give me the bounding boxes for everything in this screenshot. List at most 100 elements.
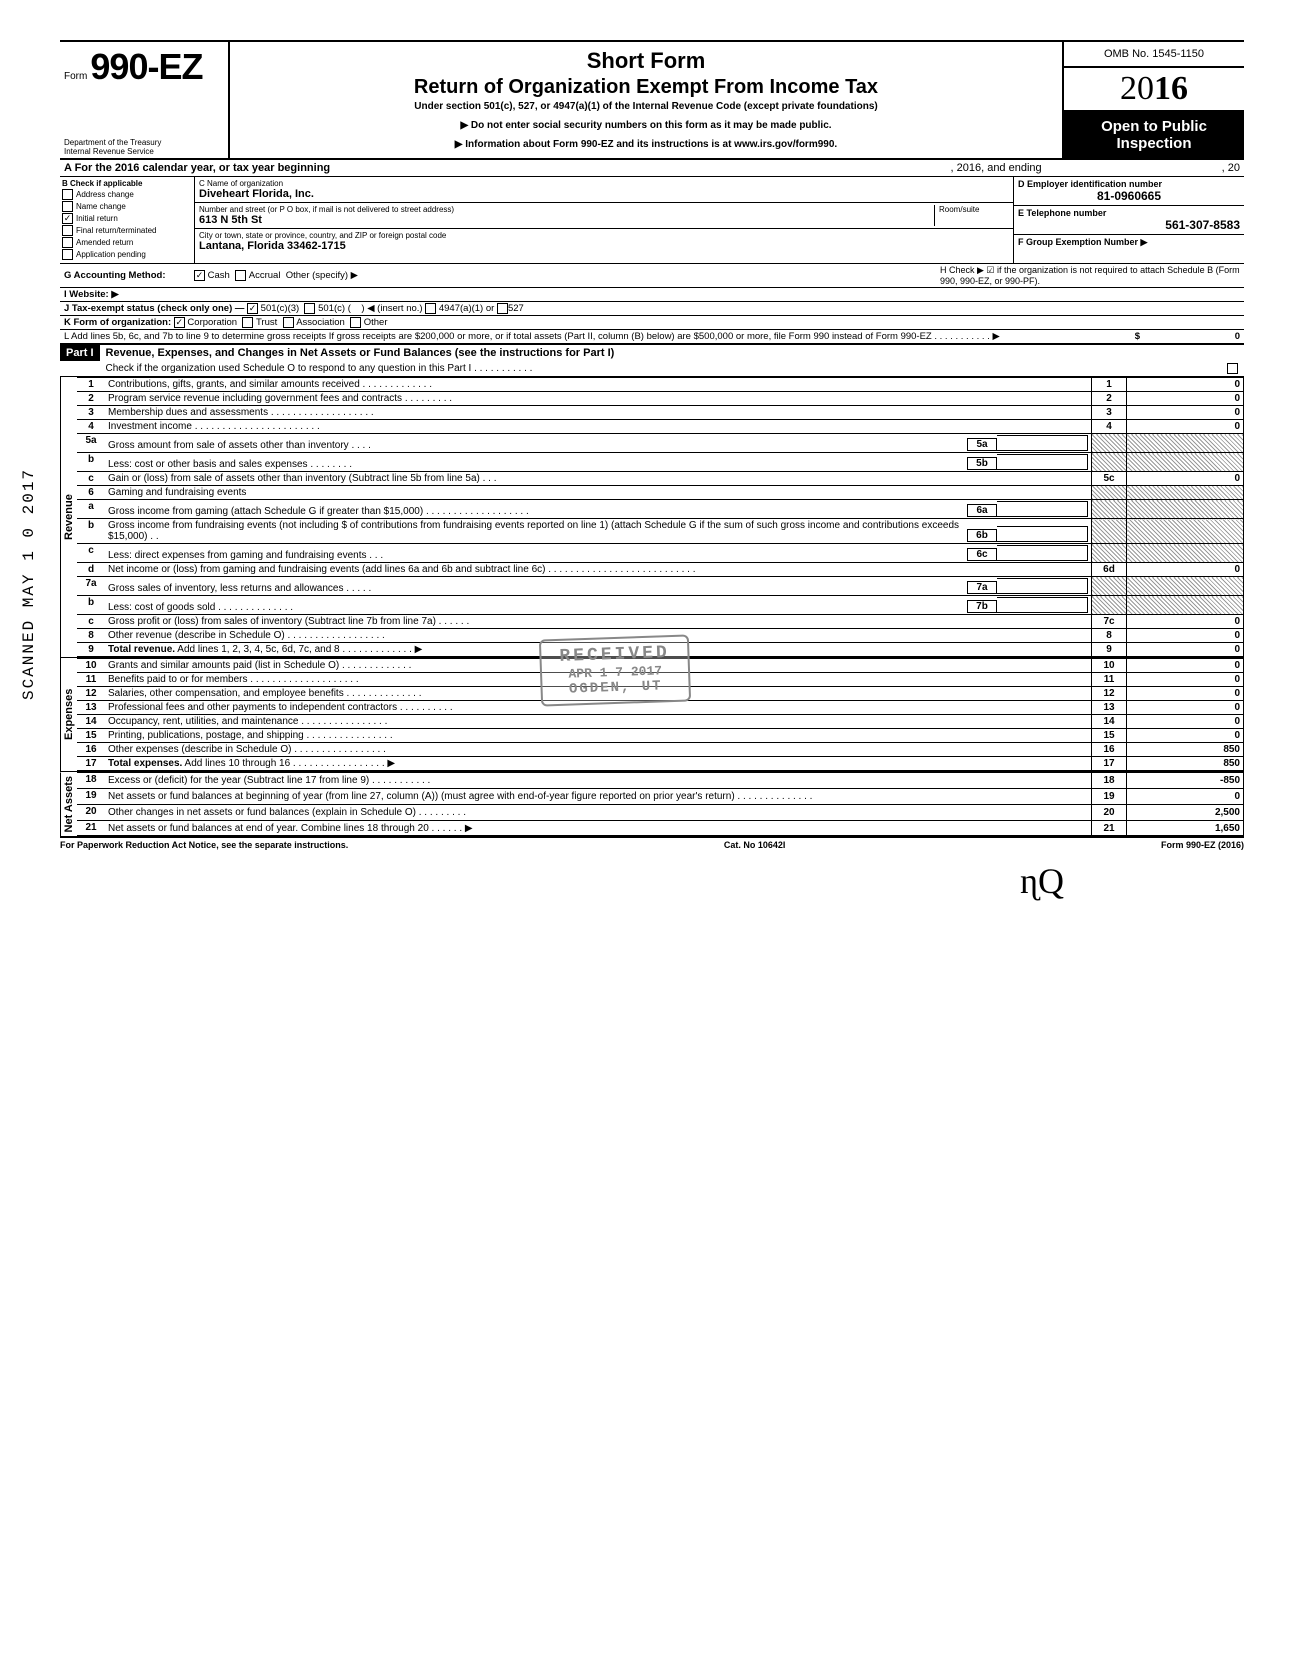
line-ref: 4 xyxy=(1092,420,1127,434)
sub-label: 5a xyxy=(967,438,997,451)
k1-cb[interactable]: ✓ xyxy=(174,317,185,328)
line-desc: Gross income from fundraising events (no… xyxy=(105,519,1092,544)
j1-cb[interactable]: ✓ xyxy=(247,303,258,314)
line-number: 7a xyxy=(77,577,105,596)
netassets-side-label: Net Assets xyxy=(60,772,77,836)
j-label: J Tax-exempt status (check only one) — xyxy=(64,303,244,314)
table-row: 7aGross sales of inventory, less returns… xyxy=(77,577,1244,596)
line-number: 5a xyxy=(77,434,105,453)
col-d: D Employer identification number 81-0960… xyxy=(1014,177,1244,263)
year-bold: 16 xyxy=(1154,70,1188,107)
sub-amount-box[interactable] xyxy=(997,435,1088,451)
line-number: 9 xyxy=(77,643,105,657)
colb-label: Application pending xyxy=(76,250,146,259)
line-number: 6 xyxy=(77,486,105,500)
table-row: 5aGross amount from sale of assets other… xyxy=(77,434,1244,453)
accrual-checkbox[interactable] xyxy=(235,270,246,281)
line-amount: 0 xyxy=(1127,378,1244,392)
j2-label: 501(c) ( xyxy=(318,303,351,314)
g-label: G Accounting Method: xyxy=(64,270,194,281)
line-number: c xyxy=(77,472,105,486)
shaded-cell xyxy=(1092,519,1127,544)
city-label: City or town, state or province, country… xyxy=(199,231,1009,240)
table-row: 20Other changes in net assets or fund ba… xyxy=(77,804,1244,820)
i-label: I Website: ▶ xyxy=(64,289,119,300)
sub-amount-box[interactable] xyxy=(997,454,1088,470)
k3-cb[interactable] xyxy=(283,317,294,328)
other-label: Other (specify) ▶ xyxy=(286,270,358,281)
h-text: H Check ▶ ☑ if the organization is not r… xyxy=(940,265,1240,286)
line-amount: 0 xyxy=(1127,673,1244,687)
revenue-side-label: Revenue xyxy=(60,377,77,657)
line-ref: 9 xyxy=(1092,643,1127,657)
colb-checkbox[interactable] xyxy=(62,237,73,248)
line-number: 1 xyxy=(77,378,105,392)
shaded-cell xyxy=(1127,453,1244,472)
sub-label: 7b xyxy=(967,600,997,613)
sub-amount-box[interactable] xyxy=(997,545,1088,561)
colb-checkbox[interactable]: ✓ xyxy=(62,213,73,224)
k4-cb[interactable] xyxy=(350,317,361,328)
line-amount: 0 xyxy=(1127,643,1244,657)
line-desc: Gross amount from sale of assets other t… xyxy=(105,434,1092,453)
line-ref: 17 xyxy=(1092,757,1127,771)
table-row: 17Total expenses. Add lines 10 through 1… xyxy=(77,757,1244,771)
expenses-section: Expenses 10Grants and similar amounts pa… xyxy=(60,658,1244,772)
line-number: 18 xyxy=(77,773,105,789)
table-row: 1Contributions, gifts, grants, and simil… xyxy=(77,378,1244,392)
j4-cb[interactable] xyxy=(497,303,508,314)
table-row: aGross income from gaming (attach Schedu… xyxy=(77,500,1244,519)
subtitle: Under section 501(c), 527, or 4947(a)(1)… xyxy=(236,101,1056,112)
j3-label: 4947(a)(1) or xyxy=(439,303,494,314)
d-label: D Employer identification number xyxy=(1018,179,1240,189)
e-label: E Telephone number xyxy=(1018,208,1240,218)
line-desc: Other changes in net assets or fund bala… xyxy=(105,804,1092,820)
table-row: 13Professional fees and other payments t… xyxy=(77,701,1244,715)
line-desc: Membership dues and assessments . . . . … xyxy=(105,406,1092,420)
footer-right: Form 990-EZ (2016) xyxy=(1161,840,1244,850)
table-row: cGross profit or (loss) from sales of in… xyxy=(77,615,1244,629)
line-desc: Net assets or fund balances at beginning… xyxy=(105,788,1092,804)
l-amt: 0 xyxy=(1140,331,1240,342)
k4-label: Other xyxy=(364,317,388,328)
table-row: dNet income or (loss) from gaming and fu… xyxy=(77,563,1244,577)
table-row: 8Other revenue (describe in Schedule O) … xyxy=(77,629,1244,643)
shaded-cell xyxy=(1092,596,1127,615)
short-form-title: Short Form xyxy=(236,48,1056,74)
sub-amount-box[interactable] xyxy=(997,578,1088,594)
shaded-cell xyxy=(1092,544,1127,563)
colb-checkbox[interactable] xyxy=(62,249,73,260)
colb-checkbox[interactable] xyxy=(62,225,73,236)
col-b-heading: B Check if applicable xyxy=(62,179,192,188)
shaded-cell xyxy=(1127,544,1244,563)
line-amount: 0 xyxy=(1127,563,1244,577)
form-header: Form 990-EZ Department of the Treasury I… xyxy=(60,40,1244,160)
line-number: 13 xyxy=(77,701,105,715)
colb-checkbox[interactable] xyxy=(62,189,73,200)
cash-checkbox[interactable]: ✓ xyxy=(194,270,205,281)
line-ref: 5c xyxy=(1092,472,1127,486)
form-prefix: Form xyxy=(64,71,87,82)
k2-cb[interactable] xyxy=(242,317,253,328)
sub-amount-box[interactable] xyxy=(997,526,1088,542)
sub-amount-box[interactable] xyxy=(997,597,1088,613)
shaded-cell xyxy=(1127,519,1244,544)
j3-cb[interactable] xyxy=(425,303,436,314)
table-row: 12Salaries, other compensation, and empl… xyxy=(77,687,1244,701)
row-a-label: A For the 2016 calendar year, or tax yea… xyxy=(64,162,330,174)
table-row: 11Benefits paid to or for members . . . … xyxy=(77,673,1244,687)
shaded-cell xyxy=(1092,577,1127,596)
table-row: bLess: cost of goods sold . . . . . . . … xyxy=(77,596,1244,615)
sub-amount-box[interactable] xyxy=(997,501,1088,517)
part1-checkbox[interactable] xyxy=(1227,363,1238,374)
j1-label: 501(c)(3) xyxy=(261,303,300,314)
shaded-cell xyxy=(1127,486,1244,500)
colb-checkbox[interactable] xyxy=(62,201,73,212)
shaded-cell xyxy=(1092,486,1127,500)
table-row: cGain or (loss) from sale of assets othe… xyxy=(77,472,1244,486)
colb-label: Name change xyxy=(76,202,126,211)
form-title-box: Short Form Return of Organization Exempt… xyxy=(230,42,1064,158)
sub-label: 6a xyxy=(967,504,997,517)
j2-cb[interactable] xyxy=(304,303,315,314)
footer-mid: Cat. No 10642I xyxy=(724,840,786,850)
